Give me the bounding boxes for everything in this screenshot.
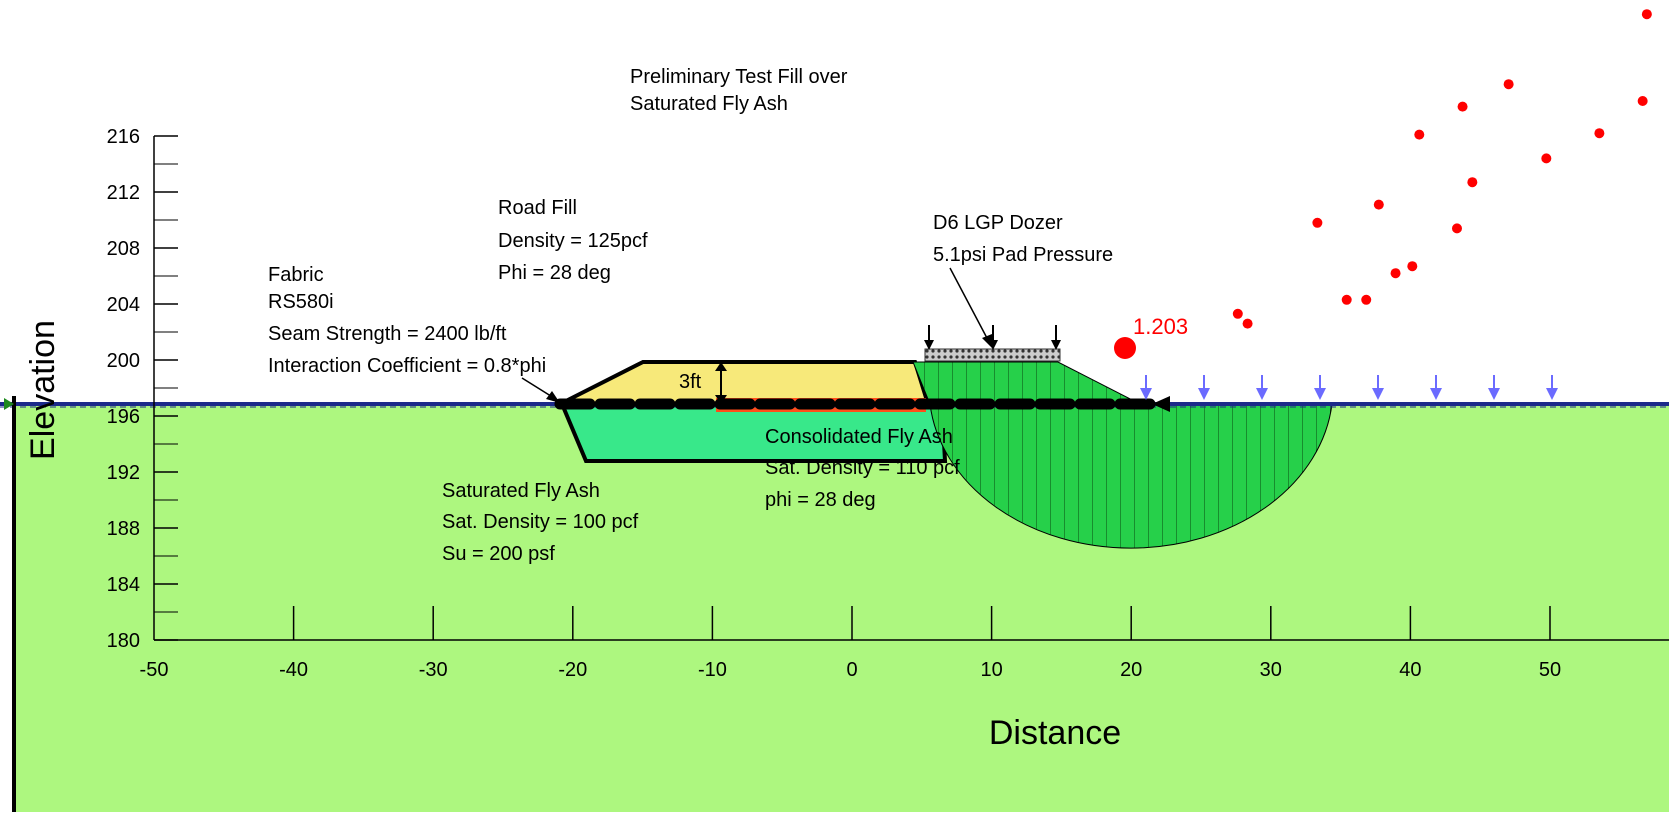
x-tick-label: 30	[1260, 659, 1282, 681]
load-arrow-head	[1488, 388, 1500, 400]
dozer-load-arrows	[924, 325, 1061, 350]
factor-of-safety-label: 1.203	[1133, 314, 1188, 339]
slip-center-point	[1503, 79, 1514, 90]
y-axis-ticks: 216 212 208 204 200 196 192 188 184 180	[107, 126, 178, 652]
load-arrow-head	[1198, 388, 1210, 400]
load-arrow-head	[1314, 388, 1326, 400]
fabric-end-marker	[1152, 396, 1170, 412]
slip-center-point	[1467, 177, 1478, 188]
load-arrow-head	[1546, 388, 1558, 400]
slip-center-point	[1407, 261, 1418, 272]
y-tick-label: 196	[107, 406, 140, 428]
slip-center-grid	[1232, 9, 1652, 329]
slip-center-point	[1641, 9, 1652, 20]
load-arrow-head	[1430, 388, 1442, 400]
y-tick-label: 212	[107, 182, 140, 204]
x-tick-label: 40	[1399, 659, 1421, 681]
x-axis-title: Distance	[989, 714, 1121, 752]
load-arrow-head	[1372, 388, 1384, 400]
slip-center-point	[1232, 308, 1243, 319]
saturated-ash-label-line-3: Su = 200 psf	[442, 543, 555, 565]
x-tick-label: 50	[1539, 659, 1561, 681]
dozer-label-line-1: D6 LGP Dozer	[933, 212, 1063, 234]
x-axis-ticks: -50 -40 -30 -20 -10 0 10 20 30 40 50	[140, 606, 1561, 681]
fabric-label-line-4: Interaction Coefficient = 0.8*phi	[268, 355, 546, 377]
dozer-label-line-2: 5.1psi Pad Pressure	[933, 244, 1113, 266]
slip-center-point	[1541, 153, 1552, 164]
fabric-pointer	[521, 377, 560, 403]
y-tick-label: 188	[107, 518, 140, 540]
y-tick-label: 200	[107, 350, 140, 372]
slip-center-point	[1451, 223, 1462, 234]
dozer-pad	[924, 348, 1061, 362]
left-boundary-marker	[4, 398, 14, 410]
road-fill-label-line-3: Phi = 28 deg	[498, 262, 611, 284]
y-tick-label: 192	[107, 462, 140, 484]
fabric-label-line-2: RS580i	[268, 291, 334, 313]
y-tick-label: 184	[107, 574, 140, 596]
road-fill-label-line-2: Density = 125pcf	[498, 230, 648, 252]
slip-center-point	[1312, 217, 1323, 228]
thickness-label: 3ft	[679, 371, 702, 393]
dozer-arrow-head	[1051, 340, 1061, 350]
foundation-region	[12, 404, 1669, 812]
thickness-dimension	[715, 362, 727, 404]
saturated-ash-label-line-1: Saturated Fly Ash	[442, 480, 600, 502]
x-tick-label: 20	[1120, 659, 1142, 681]
load-arrow-head	[1140, 388, 1152, 400]
y-tick-label: 180	[107, 630, 140, 652]
critical-slip-center	[1114, 337, 1136, 359]
x-tick-label: -50	[140, 659, 169, 681]
consolidated-ash-label-line-3: phi = 28 deg	[765, 489, 876, 511]
consolidated-ash-label-line-2: Sat. Density = 110 pcf	[765, 457, 960, 479]
y-axis-title: Elevation	[24, 320, 62, 460]
slip-center-point	[1341, 294, 1352, 305]
slip-center-point	[1457, 101, 1468, 112]
x-tick-label: -30	[419, 659, 448, 681]
x-tick-label: 0	[846, 659, 857, 681]
road-fill-label-line-1: Road Fill	[498, 197, 577, 219]
diagram-title-line-1: Preliminary Test Fill over	[630, 66, 848, 88]
consolidated-ash-label-line-1: Consolidated Fly Ash	[765, 426, 953, 448]
load-arrow-head	[1256, 388, 1268, 400]
dozer-pointer	[949, 267, 992, 348]
slip-center-point	[1361, 294, 1372, 305]
slip-center-point	[1242, 318, 1253, 329]
y-tick-label: 216	[107, 126, 140, 148]
x-tick-label: -40	[279, 659, 308, 681]
slip-center-point	[1373, 199, 1384, 210]
y-tick-label: 208	[107, 238, 140, 260]
x-tick-label: -20	[558, 659, 587, 681]
x-tick-label: -10	[698, 659, 727, 681]
road-fill-region	[559, 360, 931, 406]
saturated-ash-label-line-2: Sat. Density = 100 pcf	[442, 511, 639, 533]
diagram-title-line-2: Saturated Fly Ash	[630, 93, 788, 115]
slip-center-point	[1390, 268, 1401, 279]
fabric-label-line-3: Seam Strength = 2400 lb/ft	[268, 323, 507, 345]
x-tick-label: 10	[980, 659, 1002, 681]
load-arrows	[1140, 375, 1558, 400]
y-tick-label: 204	[107, 294, 140, 316]
slip-center-point	[1637, 96, 1648, 106]
slip-center-point	[1414, 129, 1425, 140]
dozer-arrow-head	[924, 340, 934, 350]
slip-center-point	[1594, 128, 1605, 139]
fabric-label-line-1: Fabric	[268, 264, 324, 286]
